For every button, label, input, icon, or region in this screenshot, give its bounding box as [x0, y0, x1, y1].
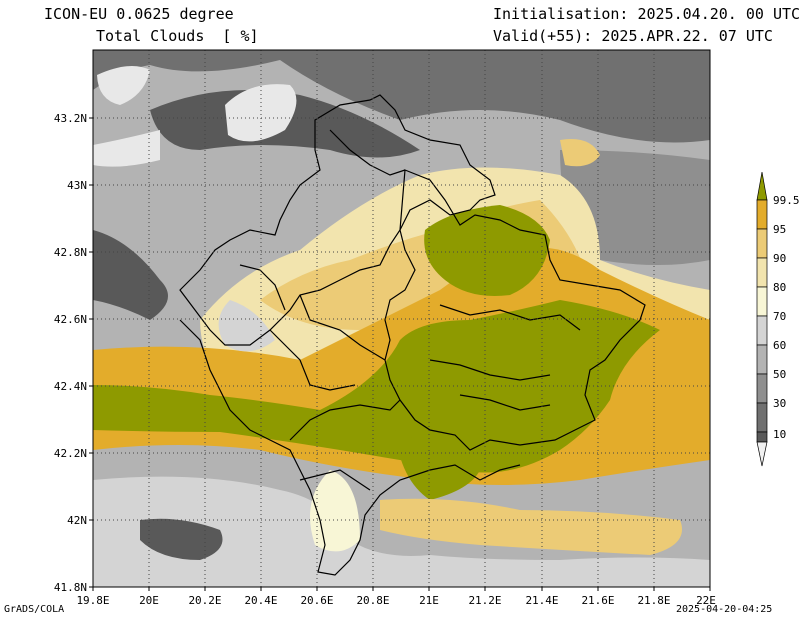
y-tick-label: 42.4N — [54, 380, 87, 393]
colorbar-swatch — [756, 199, 768, 230]
colorbar-swatch — [756, 286, 768, 317]
x-tick-label: 21.2E — [468, 594, 501, 607]
colorbar-top-triangle — [756, 171, 768, 201]
x-tick-label: 21.4E — [525, 594, 558, 607]
y-tick-label: 43.2N — [54, 112, 87, 125]
colorbar-label: 60 — [773, 339, 786, 352]
colorbar-label: 90 — [773, 252, 786, 265]
colorbar-label: 30 — [773, 397, 786, 410]
x-tick-label: 20.4E — [244, 594, 277, 607]
map-plot-area — [93, 50, 710, 587]
x-tick-label: 21.8E — [637, 594, 670, 607]
x-tick-label: 19.8E — [76, 594, 109, 607]
graticule — [93, 50, 710, 587]
y-tick-label: 42N — [67, 514, 87, 527]
variable-title: Total Clouds [ %] — [96, 27, 259, 45]
y-tick-label: 43N — [67, 179, 87, 192]
generation-timestamp: 2025-04-20-04:25 — [676, 604, 773, 615]
x-tick-label: 21E — [419, 594, 439, 607]
colorbar-label: 10 — [773, 428, 786, 441]
model-title: ICON-EU 0.0625 degree — [44, 5, 234, 23]
y-tick-label: 41.8N — [54, 581, 87, 594]
colorbar-label: 50 — [773, 368, 786, 381]
y-tick-marks — [89, 117, 93, 588]
colorbar-swatch — [756, 344, 768, 375]
colorbar-label: 70 — [773, 310, 786, 323]
colorbar-bottom-triangle — [756, 441, 768, 467]
colorbar-labels: 99.5 95 90 80 70 60 50 30 10 — [773, 194, 800, 441]
colorbar-label: 99.5 — [773, 194, 800, 207]
x-tick-label: 22E — [696, 594, 716, 607]
colorbar-label: 80 — [773, 281, 786, 294]
colorbar-swatch — [756, 228, 768, 259]
x-tick-label: 21.6E — [581, 594, 614, 607]
colorbar-swatch — [756, 315, 768, 346]
colorbar-label: 95 — [773, 223, 786, 236]
y-tick-labels: 43.2N 43N 42.8N 42.6N 42.4N 42.2N 42N 41… — [54, 112, 87, 594]
x-tick-labels: 19.8E 20E 20.2E 20.4E 20.6E 20.8E 21E 21… — [76, 594, 716, 607]
y-tick-label: 42.2N — [54, 447, 87, 460]
software-credit: GrADS/COLA — [4, 604, 65, 615]
y-tick-label: 42.6N — [54, 313, 87, 326]
y-tick-label: 42.8N — [54, 246, 87, 259]
x-tick-label: 20.2E — [188, 594, 221, 607]
colorbar-swatch — [756, 373, 768, 404]
x-tick-label: 20.8E — [356, 594, 389, 607]
valid-time: Valid(+55): 2025.APR.22. 07 UTC — [493, 27, 773, 45]
init-time: Initialisation: 2025.04.20. 00 UTC — [493, 5, 800, 23]
country-borders — [179, 94, 646, 576]
x-tick-label: 20.6E — [300, 594, 333, 607]
colorbar-swatch — [756, 257, 768, 288]
x-tick-label: 20E — [139, 594, 159, 607]
x-tick-marks — [92, 587, 711, 591]
colorbar-swatch — [756, 402, 768, 433]
colorbar — [756, 171, 768, 467]
colorbar-swatch — [756, 431, 768, 443]
